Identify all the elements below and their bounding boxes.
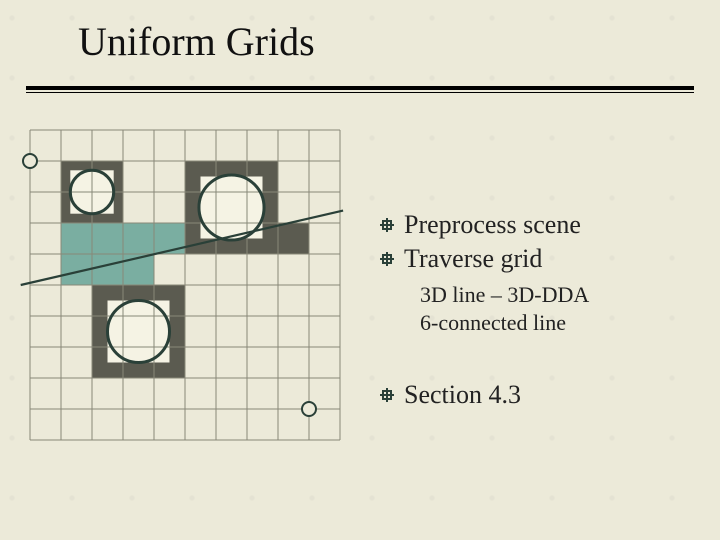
uniform-grid-diagram — [30, 130, 340, 440]
page-title: Uniform Grids — [78, 18, 315, 65]
grid-svg — [18, 118, 352, 452]
bullet-text: 6-connected line — [420, 310, 566, 335]
bullet-icon — [380, 218, 394, 232]
bullet-text: Section 4.3 — [404, 380, 521, 410]
bullet-text: Traverse grid — [404, 244, 542, 274]
bullet-text: Preprocess scene — [404, 210, 581, 240]
subbullet-item: 3D line – 3D-DDA — [420, 282, 589, 308]
subbullet-item: 6-connected line — [420, 310, 566, 336]
title-rule-thick — [26, 86, 694, 90]
bullet-icon — [380, 252, 394, 266]
bullet-item: Preprocess scene — [380, 210, 581, 240]
bullet-icon — [380, 388, 394, 402]
bullet-text: 3D line – 3D-DDA — [420, 282, 589, 307]
bullet-item: Traverse grid — [380, 244, 542, 274]
bullet-item: Section 4.3 — [380, 380, 521, 410]
title-rule-thin — [26, 92, 694, 93]
